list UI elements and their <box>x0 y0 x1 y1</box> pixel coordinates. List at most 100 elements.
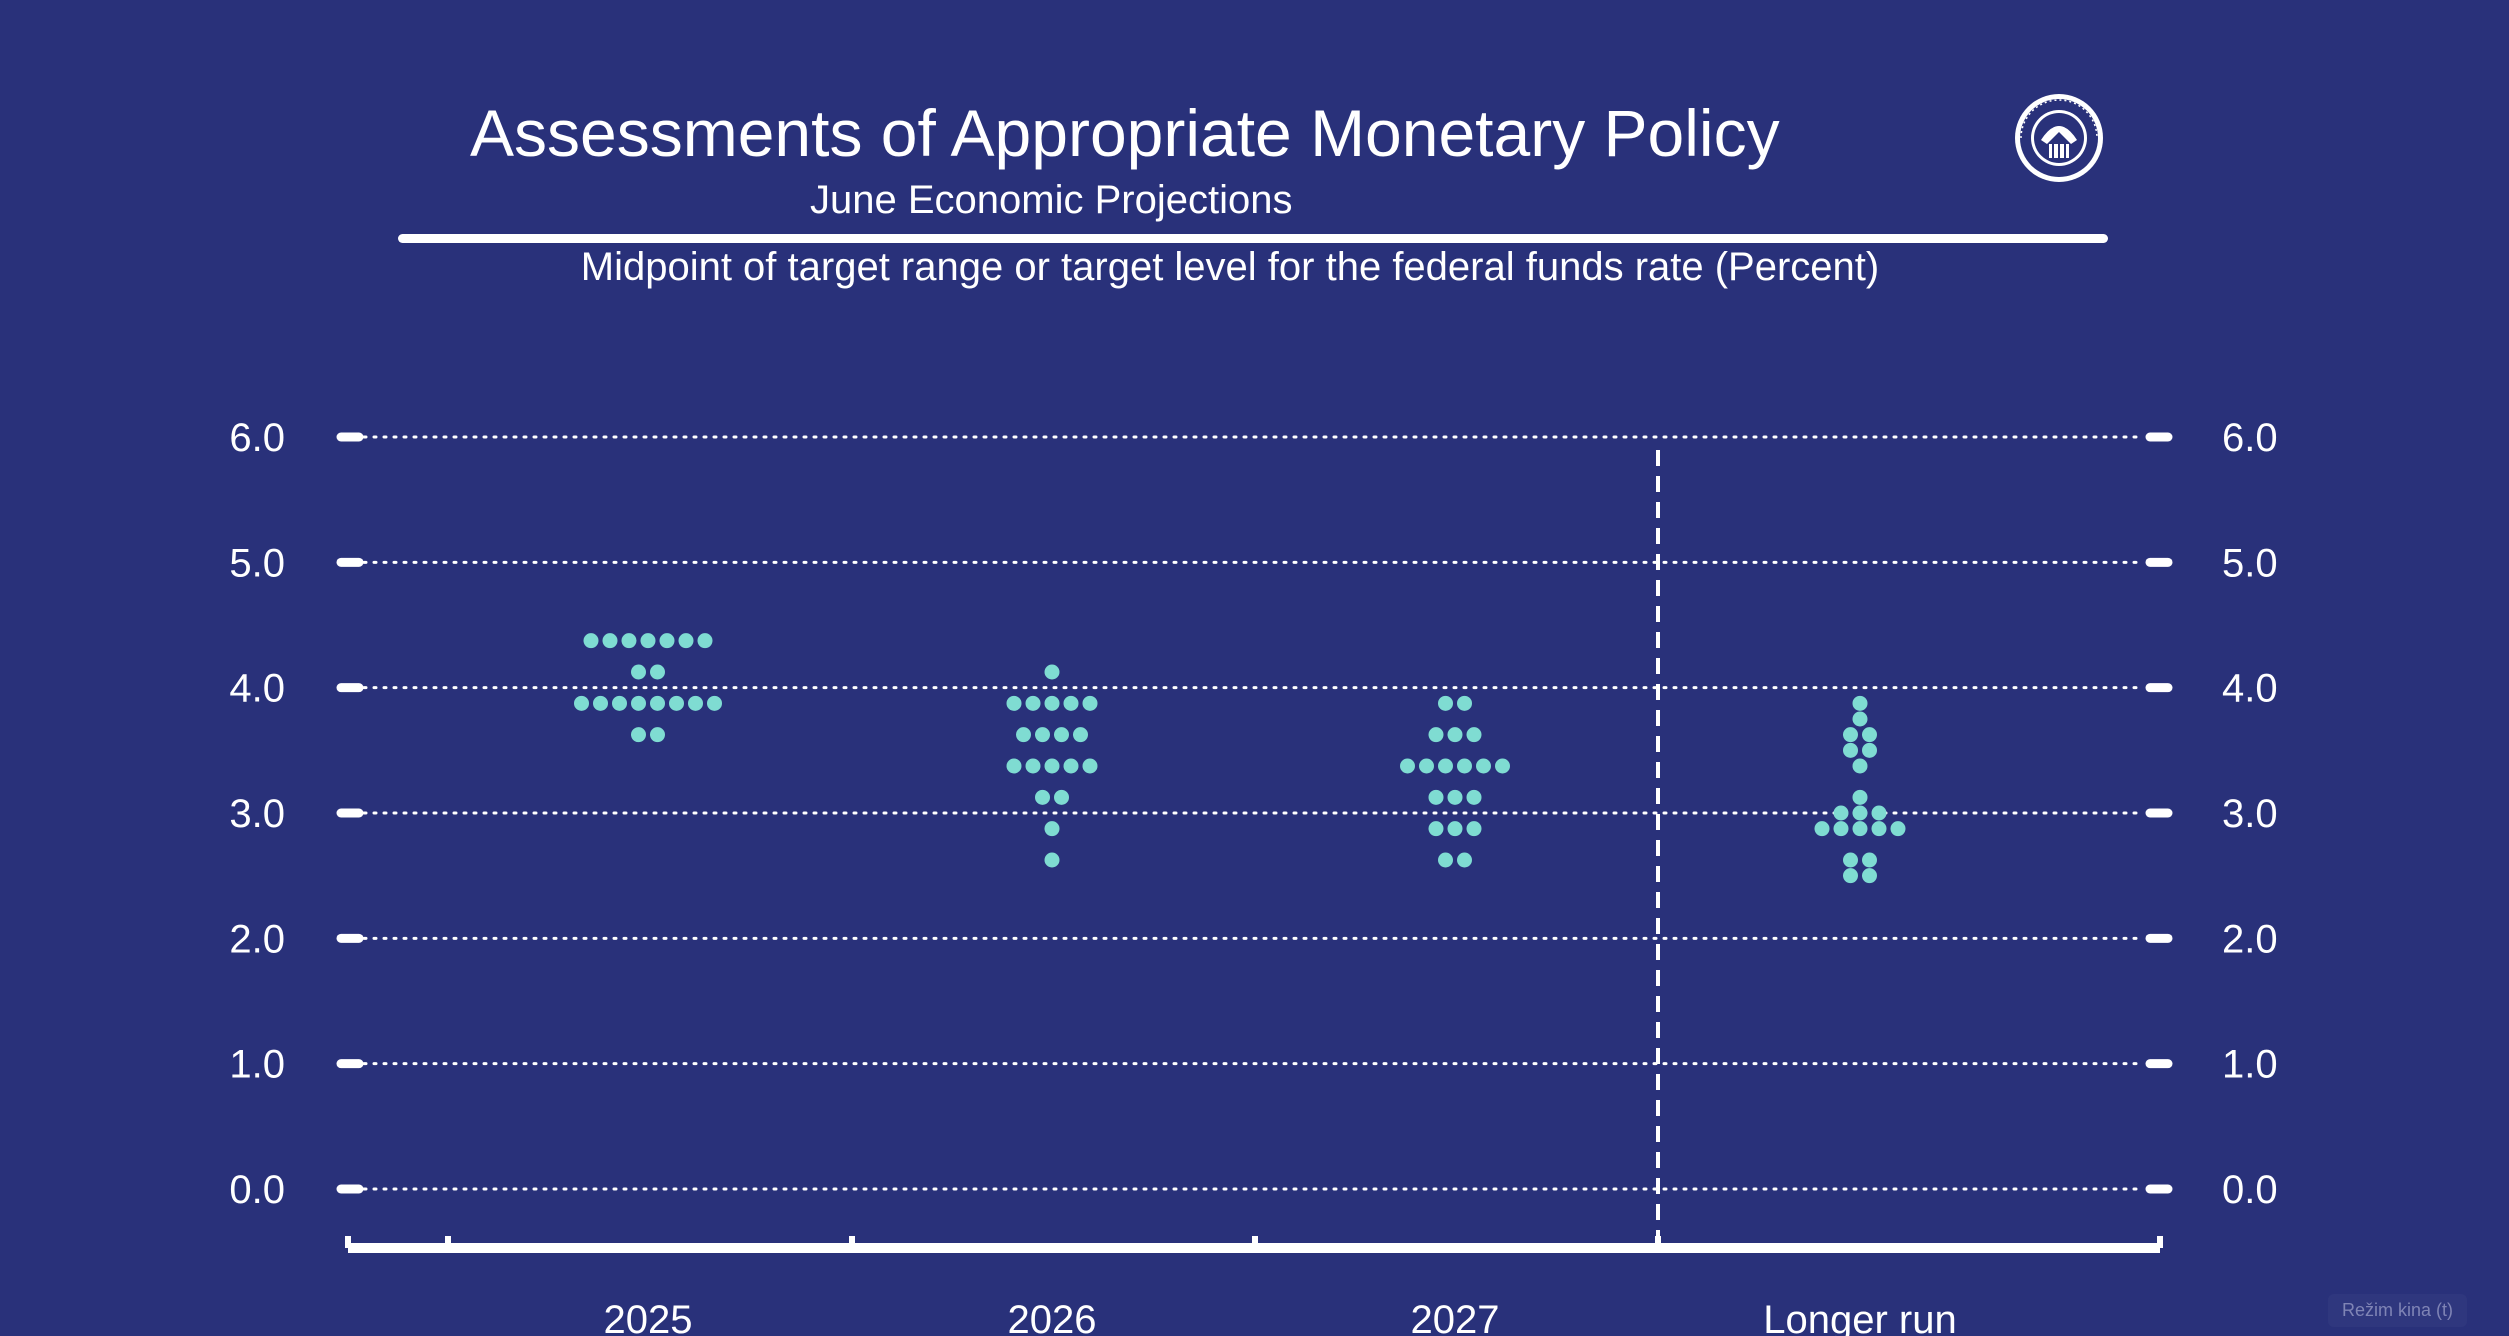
x-tick-label: 2025 <box>604 1298 693 1336</box>
y-tick-label-right: 5.0 <box>2222 541 2278 585</box>
participant-dot <box>1044 852 1060 868</box>
participant-dot <box>1843 742 1858 758</box>
participant-dot <box>1428 789 1444 805</box>
x-tick-label: 2026 <box>1008 1298 1097 1336</box>
participant-dot <box>1447 789 1463 805</box>
x-tick-label: 2027 <box>1411 1298 1500 1336</box>
participant-dot <box>1025 695 1041 711</box>
participant-dot <box>1016 727 1031 743</box>
participant-dot <box>1082 758 1098 774</box>
chart-title: Assessments of Appropriate Monetary Poli… <box>470 96 1780 170</box>
title-divider <box>398 234 2108 243</box>
participant-dot <box>1025 758 1041 774</box>
participant-dot <box>1852 695 1868 711</box>
y-tick-label-right: 0.0 <box>2222 1168 2278 1212</box>
participant-dot <box>1852 711 1868 727</box>
participant-dot <box>1457 758 1472 774</box>
y-tick-label-left: 6.0 <box>229 416 285 460</box>
x-tick-label: Longer run <box>1763 1298 1956 1336</box>
participant-dot <box>1466 727 1482 743</box>
participant-dot <box>1466 821 1482 837</box>
participant-dot <box>1438 695 1453 711</box>
participant-dot <box>602 633 618 649</box>
y-tick-label-right: 6.0 <box>2222 416 2278 460</box>
participant-dot <box>1862 852 1877 868</box>
federal-reserve-seal-icon <box>2015 94 2103 182</box>
participant-dot <box>1862 742 1877 758</box>
participant-dot <box>650 664 665 680</box>
participant-dot <box>1082 695 1098 711</box>
y-tick-label-left: 4.0 <box>229 667 285 711</box>
participant-dot <box>688 695 703 711</box>
participant-dot <box>1447 727 1463 743</box>
participant-dot <box>659 633 675 649</box>
participant-dot <box>1006 695 1022 711</box>
participant-dot <box>650 727 665 743</box>
participant-dot <box>593 695 608 711</box>
participant-dot <box>669 695 684 711</box>
participant-dot <box>583 633 599 649</box>
y-tick-label-left: 0.0 <box>229 1168 285 1212</box>
participant-dot <box>1438 852 1453 868</box>
participant-dot <box>631 727 646 743</box>
participant-dot <box>1852 789 1868 805</box>
y-tick-label-left: 2.0 <box>229 917 285 961</box>
participant-dot <box>1044 695 1060 711</box>
participant-dot <box>1466 789 1482 805</box>
participant-dot <box>1035 727 1050 743</box>
y-tick-label-right: 2.0 <box>2222 917 2278 961</box>
participant-dot <box>1890 821 1906 837</box>
participant-dot <box>640 633 656 649</box>
y-tick-label-left: 1.0 <box>229 1043 285 1087</box>
participant-dot <box>1833 805 1849 821</box>
cinema-mode-tooltip: Režim kina (t) <box>2328 1294 2467 1327</box>
participant-dot <box>1852 805 1868 821</box>
participant-dot <box>1814 821 1830 837</box>
participant-dot <box>621 633 637 649</box>
participant-dot <box>1862 868 1877 884</box>
participant-dot <box>678 633 694 649</box>
participant-dot <box>1419 758 1434 774</box>
participant-dot <box>1833 821 1849 837</box>
participant-dot <box>1447 821 1463 837</box>
participant-dot <box>1006 758 1022 774</box>
participant-dot <box>1852 758 1868 774</box>
participant-dot <box>1428 821 1444 837</box>
participant-dot <box>574 695 589 711</box>
y-axis-label: Midpoint of target range or target level… <box>580 245 1880 289</box>
participant-dot <box>1073 727 1088 743</box>
participant-dot <box>1843 868 1858 884</box>
participant-dot <box>1457 695 1472 711</box>
participant-dot <box>1035 789 1050 805</box>
participant-dot <box>1044 758 1060 774</box>
participant-dot <box>1428 727 1444 743</box>
participant-dot <box>1476 758 1491 774</box>
participant-dot <box>1063 695 1079 711</box>
participant-dot <box>1852 821 1868 837</box>
participant-dot <box>1843 852 1858 868</box>
participant-dot <box>1862 727 1877 743</box>
participant-dot <box>1871 821 1887 837</box>
participant-dot <box>1457 852 1472 868</box>
participant-dot <box>650 695 665 711</box>
participant-dot <box>1400 758 1415 774</box>
participant-dot <box>631 695 646 711</box>
chart-subtitle: June Economic Projections <box>810 178 1293 222</box>
y-tick-label-right: 4.0 <box>2222 667 2278 711</box>
participant-dot <box>1044 821 1060 837</box>
participant-dot <box>612 695 627 711</box>
participant-dot <box>1871 805 1887 821</box>
participant-dot <box>631 664 646 680</box>
participant-dot <box>1843 727 1858 743</box>
participant-dot <box>707 695 722 711</box>
participant-dot <box>697 633 713 649</box>
participant-dot <box>1054 727 1069 743</box>
y-tick-label-left: 5.0 <box>229 541 285 585</box>
participant-dot <box>1054 789 1069 805</box>
participant-dot <box>1063 758 1079 774</box>
participant-dot <box>1438 758 1453 774</box>
participant-dot <box>1495 758 1510 774</box>
y-tick-label-right: 3.0 <box>2222 792 2278 836</box>
participant-dot <box>1044 664 1060 680</box>
